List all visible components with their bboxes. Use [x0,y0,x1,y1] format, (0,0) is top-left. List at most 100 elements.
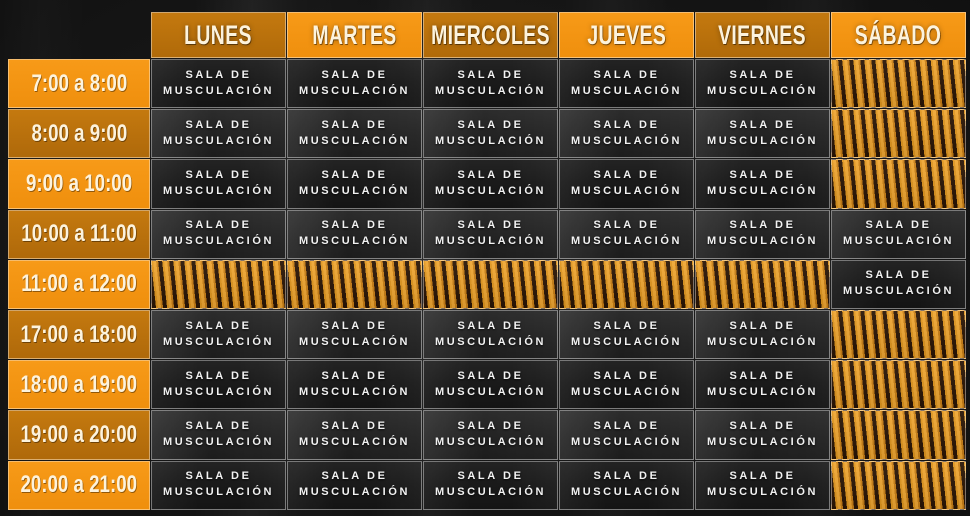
time-slot-label: 8:00 a 9:00 [31,119,127,147]
activity-cell: SALA DE MUSCULACIÓN [287,460,422,510]
activity-label: SALA DE MUSCULACIÓN [162,470,275,499]
activity-cell: SALA DE MUSCULACIÓN [559,360,694,410]
activity-label: SALA DE MUSCULACIÓN [434,68,547,97]
activity-cell: SALA DE MUSCULACIÓN [151,159,286,209]
activity-label: SALA DE MUSCULACIÓN [706,369,819,398]
activity-label: SALA DE MUSCULACIÓN [434,470,547,499]
schedule-grid: LUNES MARTES MIERCOLES JUEVES VIERNES SÁBADO 7… [8,12,966,510]
time-slot-label: 9:00 a 10:00 [25,169,133,197]
time-slot-label: 18:00 a 19:00 [20,370,138,398]
activity-label: SALA DE MUSCULACIÓN [570,470,683,499]
activity-cell: SALA DE MUSCULACIÓN [423,209,558,259]
activity-cell: SALA DE MUSCULACIÓN [287,410,422,460]
activity-label: SALA DE MUSCULACIÓN [570,118,683,147]
closed-slot-cell [831,460,966,510]
activity-label: SALA DE MUSCULACIÓN [706,419,819,448]
grid-corner-cell [8,12,150,58]
activity-cell: SALA DE MUSCULACIÓN [831,209,966,259]
closed-slot-cell [695,259,830,309]
activity-cell: SALA DE MUSCULACIÓN [695,59,830,109]
closed-slot-cell [559,259,694,309]
activity-cell: SALA DE MUSCULACIÓN [695,410,830,460]
activity-label: SALA DE MUSCULACIÓN [434,319,547,348]
closed-slot-cell [287,259,422,309]
activity-cell: SALA DE MUSCULACIÓN [423,309,558,360]
activity-label: SALA DE MUSCULACIÓN [842,269,955,298]
activity-label: SALA DE MUSCULACIÓN [842,219,955,248]
time-slot-label: 17:00 a 18:00 [20,320,138,348]
activity-label: SALA DE MUSCULACIÓN [162,319,275,348]
time-slot-cell-9: 20:00 a 21:00 [8,460,150,510]
activity-cell: SALA DE MUSCULACIÓN [423,360,558,410]
activity-label: SALA DE MUSCULACIÓN [706,118,819,147]
activity-label: SALA DE MUSCULACIÓN [162,68,275,97]
activity-label: SALA DE MUSCULACIÓN [570,219,683,248]
activity-cell: SALA DE MUSCULACIÓN [287,360,422,410]
activity-label: SALA DE MUSCULACIÓN [162,219,275,248]
day-header-label: VIERNES [718,19,807,50]
activity-cell: SALA DE MUSCULACIÓN [559,410,694,460]
activity-cell: SALA DE MUSCULACIÓN [287,59,422,109]
activity-cell: SALA DE MUSCULACIÓN [695,360,830,410]
activity-cell: SALA DE MUSCULACIÓN [287,109,422,159]
activity-cell: SALA DE MUSCULACIÓN [559,109,694,159]
activity-cell: SALA DE MUSCULACIÓN [423,460,558,510]
time-slot-label: 7:00 a 8:00 [31,69,127,97]
time-slot-cell-1: 7:00 a 8:00 [8,59,150,109]
day-header-4: JUEVES [559,12,694,58]
activity-label: SALA DE MUSCULACIÓN [434,369,547,398]
activity-label: SALA DE MUSCULACIÓN [298,219,411,248]
activity-label: SALA DE MUSCULACIÓN [298,118,411,147]
activity-label: SALA DE MUSCULACIÓN [434,118,547,147]
activity-label: SALA DE MUSCULACIÓN [570,369,683,398]
activity-cell: SALA DE MUSCULACIÓN [287,209,422,259]
day-header-label: MARTES [312,19,397,50]
day-header-label: JUEVES [587,19,666,50]
activity-cell: SALA DE MUSCULACIÓN [151,460,286,510]
time-slot-cell-3: 9:00 a 10:00 [8,159,150,209]
activity-label: SALA DE MUSCULACIÓN [298,68,411,97]
activity-cell: SALA DE MUSCULACIÓN [151,410,286,460]
activity-label: SALA DE MUSCULACIÓN [298,369,411,398]
closed-slot-cell [831,360,966,410]
time-slot-label: 20:00 a 21:00 [20,471,138,499]
activity-cell: SALA DE MUSCULACIÓN [831,259,966,309]
activity-label: SALA DE MUSCULACIÓN [570,68,683,97]
day-header-label: SÁBADO [855,19,942,50]
activity-label: SALA DE MUSCULACIÓN [706,319,819,348]
activity-cell: SALA DE MUSCULACIÓN [559,59,694,109]
activity-cell: SALA DE MUSCULACIÓN [423,159,558,209]
day-header-2: MARTES [287,12,422,58]
activity-label: SALA DE MUSCULACIÓN [434,219,547,248]
time-slot-cell-2: 8:00 a 9:00 [8,109,150,159]
activity-cell: SALA DE MUSCULACIÓN [695,460,830,510]
activity-cell: SALA DE MUSCULACIÓN [695,209,830,259]
closed-slot-cell [831,410,966,460]
closed-slot-cell [831,159,966,209]
activity-label: SALA DE MUSCULACIÓN [706,169,819,197]
activity-label: SALA DE MUSCULACIÓN [706,470,819,499]
activity-cell: SALA DE MUSCULACIÓN [559,159,694,209]
activity-label: SALA DE MUSCULACIÓN [434,419,547,448]
activity-cell: SALA DE MUSCULACIÓN [423,410,558,460]
time-slot-label: 11:00 a 12:00 [21,270,137,298]
activity-cell: SALA DE MUSCULACIÓN [695,309,830,360]
time-slot-cell-5: 11:00 a 12:00 [8,259,150,309]
activity-cell: SALA DE MUSCULACIÓN [151,109,286,159]
activity-label: SALA DE MUSCULACIÓN [298,169,411,197]
activity-label: SALA DE MUSCULACIÓN [298,419,411,448]
activity-label: SALA DE MUSCULACIÓN [570,169,683,197]
closed-slot-cell [831,59,966,109]
activity-cell: SALA DE MUSCULACIÓN [695,159,830,209]
activity-label: SALA DE MUSCULACIÓN [162,369,275,398]
activity-label: SALA DE MUSCULACIÓN [298,470,411,499]
activity-cell: SALA DE MUSCULACIÓN [151,209,286,259]
activity-label: SALA DE MUSCULACIÓN [570,319,683,348]
activity-cell: SALA DE MUSCULACIÓN [287,159,422,209]
time-slot-label: 10:00 a 11:00 [21,220,137,248]
activity-cell: SALA DE MUSCULACIÓN [695,109,830,159]
time-slot-label: 19:00 a 20:00 [20,420,138,448]
activity-cell: SALA DE MUSCULACIÓN [559,309,694,360]
day-header-label: LUNES [184,19,253,50]
